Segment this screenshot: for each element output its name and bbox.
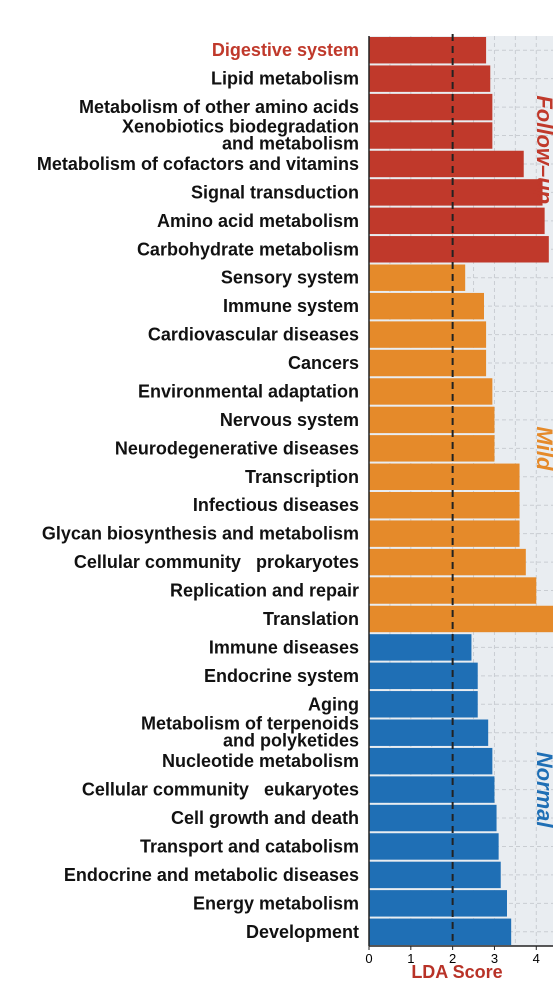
bar — [369, 292, 484, 320]
x-tick-label: 3 — [491, 951, 498, 966]
bar — [369, 321, 487, 348]
bar — [369, 65, 491, 92]
bar — [369, 435, 495, 462]
x-axis-title: LDA Score — [411, 962, 502, 982]
category-label: Transport and catabolism — [140, 836, 359, 856]
category-label: Cell growth and death — [171, 808, 359, 828]
category-label: Endocrine system — [204, 666, 359, 686]
bar — [369, 747, 493, 775]
category-labels: Digestive system Lipid metabolism Metaboli… — [37, 40, 359, 942]
category-label: Carbohydrate metabolism — [137, 239, 359, 259]
bar — [369, 804, 497, 832]
x-axis: 0 1 2 3 4 — [365, 36, 553, 966]
category-label: Nucleotide metabolism — [162, 751, 359, 771]
bar — [369, 207, 545, 235]
category-label: Cellular community eukaryotes — [82, 780, 359, 800]
category-label: Cardiovascular diseases — [148, 325, 359, 345]
bar — [369, 662, 478, 690]
category-label: Transcription — [245, 467, 359, 487]
bar — [369, 833, 499, 860]
category-label: Environmental adaptation — [138, 381, 359, 401]
category-label: Digestive system — [212, 40, 359, 60]
category-label: Translation — [263, 609, 359, 629]
bar — [369, 634, 472, 661]
bar — [369, 179, 543, 206]
category-label: Sensory system — [221, 268, 359, 288]
bar — [369, 861, 501, 889]
category-label: Glycan biosynthesis and metabolism — [42, 524, 359, 544]
x-tick-label: 2 — [449, 951, 456, 966]
category-label: Metabolism of terpenoids and polyketides — [141, 714, 359, 751]
bar — [369, 776, 495, 803]
category-label: Amino acid metabolism — [157, 211, 359, 231]
bar — [369, 349, 487, 377]
bar — [369, 605, 553, 633]
category-label: Lipid metabolism — [211, 69, 359, 89]
category-label: Xenobiotics biodegradation and metabolism — [122, 117, 359, 154]
x-tick-label: 1 — [407, 951, 414, 966]
bar-series — [369, 37, 553, 945]
x-tick-label: 4 — [533, 951, 540, 966]
bar — [369, 918, 512, 945]
bar — [369, 890, 507, 917]
category-label: Neurodegenerative diseases — [115, 438, 359, 458]
bar — [369, 150, 524, 178]
bar — [369, 93, 493, 121]
x-tick-label: 0 — [365, 951, 372, 966]
category-label: Nervous system — [220, 410, 359, 430]
category-label: Endocrine and metabolic diseases — [64, 865, 359, 885]
group-labels: Follow–up Mild Normal — [532, 95, 557, 828]
category-label: Cellular community prokaryotes — [74, 552, 359, 572]
category-label: Infectious diseases — [193, 495, 359, 515]
category-label: Signal transduction — [191, 182, 359, 202]
bar — [369, 548, 526, 576]
bar — [369, 378, 493, 405]
bar — [369, 492, 520, 519]
bar — [369, 122, 493, 149]
bar — [369, 236, 549, 263]
category-label: Development — [246, 922, 359, 942]
category-label: Immune system — [223, 296, 359, 316]
category-label: Replication and repair — [170, 581, 359, 601]
category-label: Immune diseases — [209, 637, 359, 657]
group-label: Mild — [532, 426, 557, 471]
category-label: Metabolism of other amino acids — [79, 97, 359, 117]
category-label: Aging — [308, 694, 359, 714]
category-label: Cancers — [288, 353, 359, 373]
group-label: Follow–up — [532, 95, 557, 204]
bar — [369, 406, 495, 434]
bar — [369, 37, 487, 64]
bar — [369, 264, 466, 291]
category-label: Metabolism of cofactors and vitamins — [37, 154, 359, 174]
bar — [369, 691, 478, 718]
bar — [369, 719, 489, 746]
bar — [369, 520, 520, 547]
bar — [369, 463, 520, 490]
group-label: Normal — [532, 752, 557, 829]
category-label: Energy metabolism — [193, 893, 359, 913]
